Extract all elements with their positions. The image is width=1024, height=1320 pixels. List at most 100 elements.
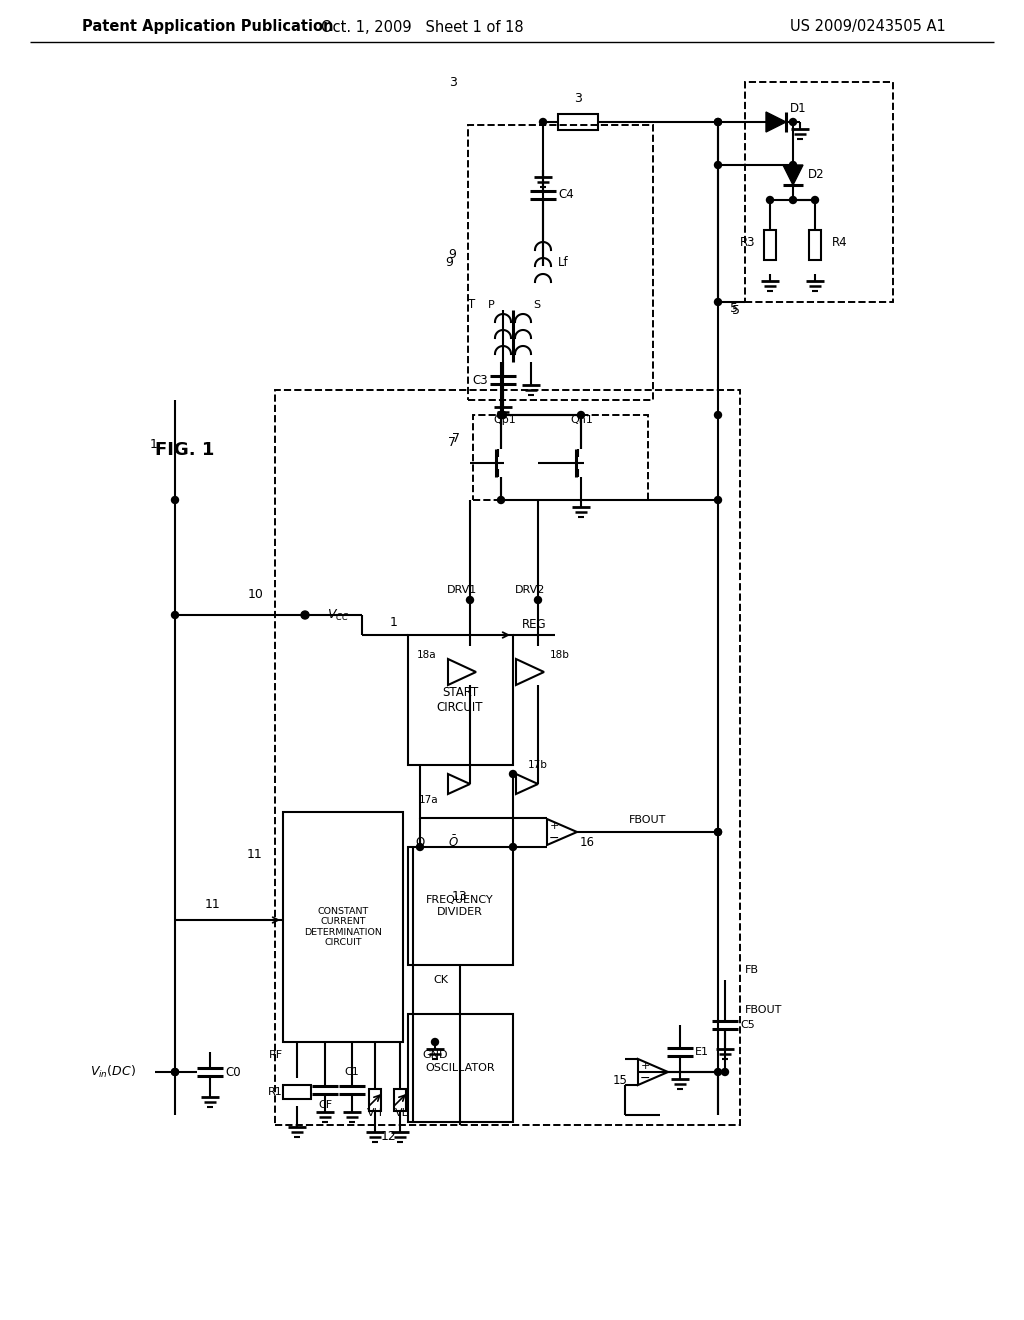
Text: Lf: Lf <box>558 256 568 268</box>
Text: D2: D2 <box>808 169 824 181</box>
Bar <box>275 389 740 1125</box>
Circle shape <box>790 197 797 203</box>
Text: $V_{CC}$: $V_{CC}$ <box>327 607 349 623</box>
Circle shape <box>171 1068 178 1076</box>
Circle shape <box>498 412 505 418</box>
Text: R4: R4 <box>831 235 848 248</box>
Bar <box>745 82 893 302</box>
Text: FREQUENCY
DIVIDER: FREQUENCY DIVIDER <box>426 895 494 917</box>
Circle shape <box>540 119 547 125</box>
Polygon shape <box>783 165 803 185</box>
Text: FBOUT: FBOUT <box>745 1005 782 1015</box>
Text: REG: REG <box>521 619 547 631</box>
Text: 5: 5 <box>732 304 740 317</box>
Text: 3: 3 <box>450 75 457 88</box>
Circle shape <box>578 412 585 418</box>
Circle shape <box>811 197 818 203</box>
Text: C3: C3 <box>472 374 488 387</box>
Text: 13: 13 <box>452 890 468 903</box>
Text: C0: C0 <box>225 1065 241 1078</box>
Text: C1: C1 <box>345 1067 359 1077</box>
Circle shape <box>510 771 516 777</box>
Circle shape <box>790 119 797 125</box>
Circle shape <box>171 1068 178 1076</box>
Text: T: T <box>468 298 475 312</box>
Bar <box>283 1085 311 1100</box>
Text: 11: 11 <box>205 899 221 912</box>
Text: DRV2: DRV2 <box>515 585 545 595</box>
Circle shape <box>722 1068 728 1076</box>
Circle shape <box>171 496 178 503</box>
Bar <box>468 125 653 400</box>
Bar <box>809 230 821 260</box>
Text: GND: GND <box>422 1049 447 1060</box>
Text: +: + <box>640 1061 649 1071</box>
Text: Oct. 1, 2009   Sheet 1 of 18: Oct. 1, 2009 Sheet 1 of 18 <box>321 20 523 34</box>
Text: −: − <box>640 1072 650 1085</box>
Text: 5: 5 <box>730 301 738 314</box>
Text: P: P <box>488 300 495 310</box>
Circle shape <box>715 829 722 836</box>
Text: 18b: 18b <box>550 649 570 660</box>
Text: C4: C4 <box>558 189 573 202</box>
Text: $\bar{Q}$: $\bar{Q}$ <box>447 834 459 850</box>
Bar <box>558 114 598 129</box>
Circle shape <box>715 161 722 169</box>
Circle shape <box>510 843 516 850</box>
Text: FB: FB <box>745 965 759 975</box>
Circle shape <box>715 496 722 503</box>
Text: 11: 11 <box>246 849 262 862</box>
Text: FIG. 1: FIG. 1 <box>156 441 215 459</box>
Circle shape <box>498 412 505 418</box>
Circle shape <box>301 611 309 619</box>
Text: D1: D1 <box>790 102 807 115</box>
Text: 7: 7 <box>452 432 460 445</box>
Text: 9: 9 <box>445 256 453 268</box>
Bar <box>369 1089 381 1111</box>
Text: +: + <box>549 821 559 832</box>
Text: 17a: 17a <box>419 795 438 805</box>
Text: 16: 16 <box>580 836 595 849</box>
Text: 17b: 17b <box>528 760 548 770</box>
Circle shape <box>715 412 722 418</box>
Text: 15: 15 <box>613 1073 628 1086</box>
Circle shape <box>790 161 797 169</box>
Text: Patent Application Publication: Patent Application Publication <box>82 20 334 34</box>
Circle shape <box>715 119 722 125</box>
Text: VH: VH <box>367 1107 383 1118</box>
Bar <box>408 1014 513 1122</box>
Text: Qn1: Qn1 <box>570 414 594 425</box>
Text: 18a: 18a <box>417 649 436 660</box>
Text: 12: 12 <box>380 1130 396 1143</box>
Text: E1: E1 <box>695 1047 709 1057</box>
Circle shape <box>767 197 773 203</box>
Bar <box>408 635 513 766</box>
Circle shape <box>417 843 424 850</box>
Circle shape <box>171 611 178 619</box>
Text: CK: CK <box>433 975 449 985</box>
Circle shape <box>500 412 507 418</box>
Text: 1: 1 <box>390 615 398 628</box>
Text: 10: 10 <box>248 589 264 602</box>
Text: CF: CF <box>317 1100 332 1110</box>
Polygon shape <box>766 112 786 132</box>
Text: DRV1: DRV1 <box>446 585 477 595</box>
Bar <box>473 414 648 500</box>
Circle shape <box>431 1039 438 1045</box>
Text: OSCILLATOR: OSCILLATOR <box>425 1063 495 1073</box>
Circle shape <box>715 1068 722 1076</box>
Text: Q: Q <box>416 836 425 849</box>
Text: US 2009/0243505 A1: US 2009/0243505 A1 <box>791 20 946 34</box>
Text: $V_{in}(DC)$: $V_{in}(DC)$ <box>90 1064 136 1080</box>
Text: RF: RF <box>269 1049 283 1060</box>
Circle shape <box>535 597 542 603</box>
Text: CONSTANT
CURRENT
DETERMINATION
CIRCUIT: CONSTANT CURRENT DETERMINATION CIRCUIT <box>304 907 382 948</box>
Circle shape <box>467 597 473 603</box>
Text: 9: 9 <box>449 248 456 261</box>
Text: 3: 3 <box>574 91 582 104</box>
Circle shape <box>715 298 722 305</box>
Bar <box>283 812 403 1041</box>
Text: −: − <box>549 832 559 845</box>
Text: S: S <box>534 300 540 310</box>
Text: R3: R3 <box>739 235 755 248</box>
